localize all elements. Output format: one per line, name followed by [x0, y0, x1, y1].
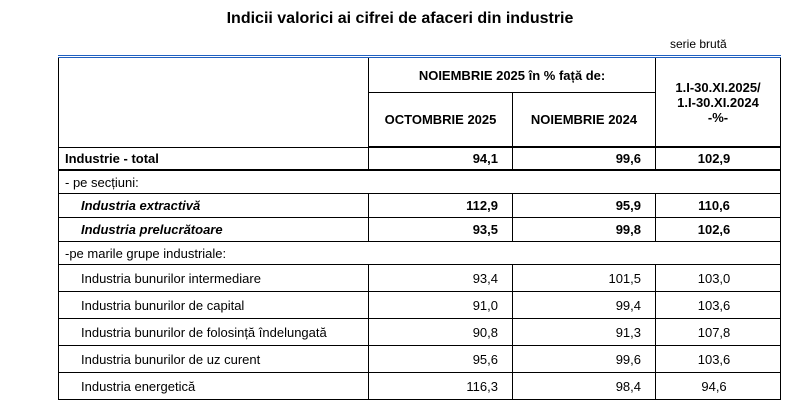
row-label: Industrie - total [58, 146, 369, 171]
cumulative-line: 1.I-30.XI.2025/ [675, 79, 761, 95]
data-row: Industria extractivă 112,9 95,9 110,6 [58, 193, 782, 218]
value-cell: 91,3 [511, 318, 657, 346]
value-cell: 95,9 [511, 193, 657, 218]
value-cell: 90,8 [368, 318, 513, 346]
row-label: Industria bunurilor intermediare [58, 264, 369, 292]
group-header: NOIEMBRIE 2025 în % față de: [367, 55, 657, 93]
header-row: OCTOMBRIE 2025 NOIEMBRIE 2024 [59, 92, 781, 148]
value-cell: 103,6 [655, 345, 782, 373]
value-cell: 101,5 [511, 264, 657, 292]
row-label: Industria bunurilor de capital [58, 291, 369, 319]
data-row: Industria bunurilor de folosință îndelun… [58, 318, 782, 346]
column-header: OCTOMBRIE 2025 [368, 92, 513, 148]
data-row: Industria prelucrătoare 93,5 99,8 102,6 [58, 217, 782, 242]
row-label: Industria bunurilor de folosință îndelun… [58, 318, 369, 346]
cumulative-header: 1.I-30.XI.2025/ 1.I-30.XI.2024 -%- [655, 55, 782, 148]
data-row: Industria energetică 116,3 98,4 94,6 [58, 372, 782, 400]
value-cell: 103,6 [655, 291, 782, 319]
value-cell: 112,9 [368, 193, 513, 218]
row-label: Industria prelucrătoare [58, 217, 369, 242]
section-row: -pe marile grupe industriale: [57, 241, 782, 265]
value-cell: 99,6 [511, 146, 657, 171]
cumulative-line: -%- [707, 109, 729, 125]
data-row: Industria bunurilor de uz curent 95,6 99,6… [58, 345, 782, 373]
value-cell: 95,6 [368, 345, 513, 373]
value-cell: 102,9 [655, 146, 782, 171]
value-cell: 99,8 [511, 217, 657, 242]
value-cell: 91,0 [368, 291, 513, 319]
table-body: Industrie - total 94,1 99,6 102,9- pe secți… [57, 146, 782, 400]
note: serie brută [670, 37, 727, 51]
value-cell: 98,4 [511, 372, 657, 400]
data-row: Industria bunurilor de capital 91,0 99,4 10… [58, 291, 782, 319]
value-cell: 103,0 [655, 264, 782, 292]
row-label: -pe marile grupe industriale: [57, 241, 782, 265]
title: Indicii valorici ai cifrei de afaceri di… [226, 10, 574, 27]
header-row: NOIEMBRIE 2025 în % față de: 1.I-30.XI.2… [58, 55, 782, 148]
table-head: NOIEMBRIE 2025 în % față de: 1.I-30.XI.2… [58, 55, 782, 148]
value-cell: 110,6 [655, 193, 782, 218]
column-header: NOIEMBRIE 2024 [511, 92, 657, 148]
value-cell: 116,3 [368, 372, 513, 400]
row-label: Industria extractivă [58, 193, 369, 218]
value-cell: 94,6 [655, 372, 782, 400]
data-row: Industrie - total 94,1 99,6 102,9 [58, 146, 782, 171]
value-cell: 99,6 [511, 345, 657, 373]
value-cell: 107,8 [655, 318, 782, 346]
value-cell: 102,6 [655, 217, 782, 242]
value-cell: 93,4 [368, 264, 513, 292]
cumulative-line: 1.I-30.XI.2024 [677, 94, 759, 110]
section-row: - pe secțiuni: [57, 169, 782, 194]
row-label: - pe secțiuni: [57, 169, 782, 194]
data-row: Industria bunurilor intermediare 93,4 101,… [58, 264, 782, 292]
value-cell: 99,4 [511, 291, 657, 319]
index-table: NOIEMBRIE 2025 în % față de: 1.I-30.XI.2… [57, 55, 782, 400]
value-cell: 93,5 [368, 217, 513, 242]
value-cell: 94,1 [368, 146, 513, 171]
blank-header [58, 55, 369, 148]
row-label: Industria bunurilor de uz curent [58, 345, 369, 373]
row-label: Industria energetică [58, 372, 369, 400]
